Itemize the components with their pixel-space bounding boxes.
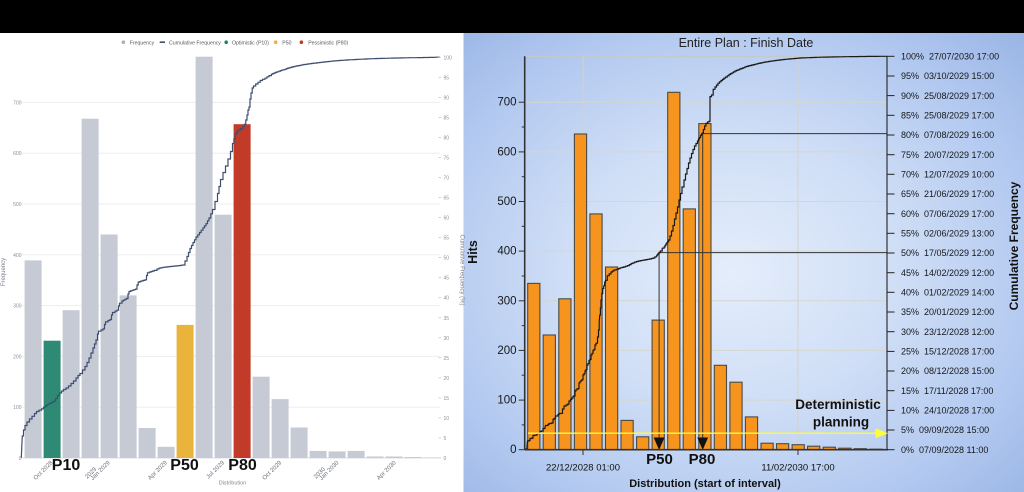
- svg-text:200: 200: [497, 345, 516, 357]
- svg-text:15% 17/11/2028 17:00: 15% 17/11/2028 17:00: [901, 386, 993, 396]
- svg-text:Cumulative Frequency: Cumulative Frequency: [169, 40, 221, 46]
- svg-text:5% 09/09/2028 15:00: 5% 09/09/2028 15:00: [901, 425, 989, 435]
- svg-text:200: 200: [13, 354, 22, 360]
- svg-text:40: 40: [444, 296, 450, 302]
- svg-text:P50: P50: [282, 40, 291, 46]
- svg-text:75: 75: [444, 156, 450, 162]
- svg-text:20: 20: [444, 376, 450, 382]
- svg-text:Distribution (start of interva: Distribution (start of interval): [629, 478, 781, 490]
- svg-text:P80: P80: [228, 457, 257, 474]
- svg-text:100: 100: [444, 55, 453, 61]
- svg-text:70: 70: [444, 176, 450, 182]
- svg-text:400: 400: [13, 253, 22, 259]
- svg-text:Cumulative Frequency: Cumulative Frequency: [1007, 181, 1021, 310]
- svg-text:95% 03/10/2029 15:00: 95% 03/10/2029 15:00: [901, 71, 994, 81]
- svg-text:85% 25/08/2029 17:00: 85% 25/08/2029 17:00: [901, 111, 994, 121]
- svg-text:5: 5: [444, 436, 447, 442]
- svg-text:0: 0: [444, 456, 447, 462]
- svg-text:0: 0: [19, 456, 22, 462]
- svg-text:60% 07/06/2029 17:00: 60% 07/06/2029 17:00: [901, 209, 994, 219]
- svg-text:70% 12/07/2029 10:00: 70% 12/07/2029 10:00: [901, 170, 994, 180]
- svg-text:45% 14/02/2029 12:00: 45% 14/02/2029 12:00: [901, 268, 994, 278]
- svg-text:Optimistic (P10): Optimistic (P10): [232, 40, 269, 46]
- svg-text:60: 60: [444, 216, 450, 222]
- svg-text:20% 08/12/2028 15:00: 20% 08/12/2028 15:00: [901, 366, 994, 376]
- svg-text:0: 0: [510, 444, 516, 456]
- svg-text:25: 25: [444, 356, 450, 362]
- svg-text:10% 24/10/2028 17:00: 10% 24/10/2028 17:00: [901, 406, 994, 416]
- svg-text:300: 300: [497, 295, 516, 307]
- svg-text:100: 100: [13, 405, 22, 411]
- svg-text:50: 50: [444, 256, 450, 262]
- svg-text:100: 100: [497, 395, 516, 407]
- svg-text:50% 17/05/2029 12:00: 50% 17/05/2029 12:00: [901, 248, 994, 258]
- svg-text:0% 07/09/2028 11:00: 0% 07/09/2028 11:00: [901, 445, 988, 455]
- svg-text:Frequency: Frequency: [1, 258, 7, 286]
- svg-text:500: 500: [497, 196, 516, 208]
- svg-text:80% 07/08/2029 16:00: 80% 07/08/2029 16:00: [901, 130, 994, 140]
- svg-text:90: 90: [444, 95, 450, 101]
- svg-text:30% 23/12/2028 12:00: 30% 23/12/2028 12:00: [901, 327, 994, 337]
- svg-text:55% 02/06/2029 13:00: 55% 02/06/2029 13:00: [901, 229, 994, 239]
- svg-text:P80: P80: [689, 451, 716, 468]
- svg-text:700: 700: [13, 100, 22, 106]
- svg-text:Entire Plan : Finish Date: Entire Plan : Finish Date: [679, 36, 814, 50]
- svg-text:85: 85: [444, 115, 450, 121]
- svg-text:P10: P10: [52, 457, 81, 474]
- svg-text:600: 600: [497, 146, 516, 158]
- svg-text:22/12/2028 01:00: 22/12/2028 01:00: [546, 463, 620, 474]
- svg-text:75% 20/07/2029 17:00: 75% 20/07/2029 17:00: [901, 150, 994, 160]
- svg-text:65: 65: [444, 196, 450, 202]
- svg-text:Frequency: Frequency: [130, 40, 155, 46]
- svg-text:15: 15: [444, 396, 450, 402]
- svg-text:11/02/2030 17:00: 11/02/2030 17:00: [761, 463, 834, 474]
- svg-text:65% 21/06/2029 17:00: 65% 21/06/2029 17:00: [901, 189, 994, 199]
- svg-text:Pessimistic (P80): Pessimistic (P80): [308, 40, 348, 46]
- svg-text:Cumulative Frequency (%): Cumulative Frequency (%): [459, 234, 465, 305]
- svg-text:40% 01/02/2029 14:00: 40% 01/02/2029 14:00: [901, 288, 994, 298]
- svg-text:500: 500: [13, 202, 22, 208]
- svg-text:Deterministic: Deterministic: [795, 397, 881, 412]
- svg-text:90% 25/08/2029 17:00: 90% 25/08/2029 17:00: [901, 91, 994, 101]
- svg-text:700: 700: [497, 97, 516, 109]
- svg-text:55: 55: [444, 236, 450, 242]
- svg-text:P50: P50: [646, 451, 673, 468]
- svg-text:100% 27/07/2030 17:00: 100% 27/07/2030 17:00: [901, 52, 999, 62]
- svg-text:600: 600: [13, 151, 22, 157]
- svg-text:35% 20/01/2029 12:00: 35% 20/01/2029 12:00: [901, 307, 994, 317]
- svg-text:10: 10: [444, 416, 450, 422]
- svg-text:P50: P50: [170, 457, 199, 474]
- svg-text:planning: planning: [813, 415, 869, 430]
- svg-text:Distribution: Distribution: [219, 481, 247, 487]
- svg-text:300: 300: [13, 304, 22, 310]
- svg-text:400: 400: [497, 246, 516, 258]
- svg-text:45: 45: [444, 276, 450, 282]
- svg-text:80: 80: [444, 135, 450, 141]
- svg-text:Hits: Hits: [466, 240, 480, 264]
- svg-text:95: 95: [444, 75, 450, 81]
- svg-text:35: 35: [444, 316, 450, 322]
- svg-text:30: 30: [444, 336, 450, 342]
- svg-text:25% 15/12/2028 17:00: 25% 15/12/2028 17:00: [901, 347, 994, 357]
